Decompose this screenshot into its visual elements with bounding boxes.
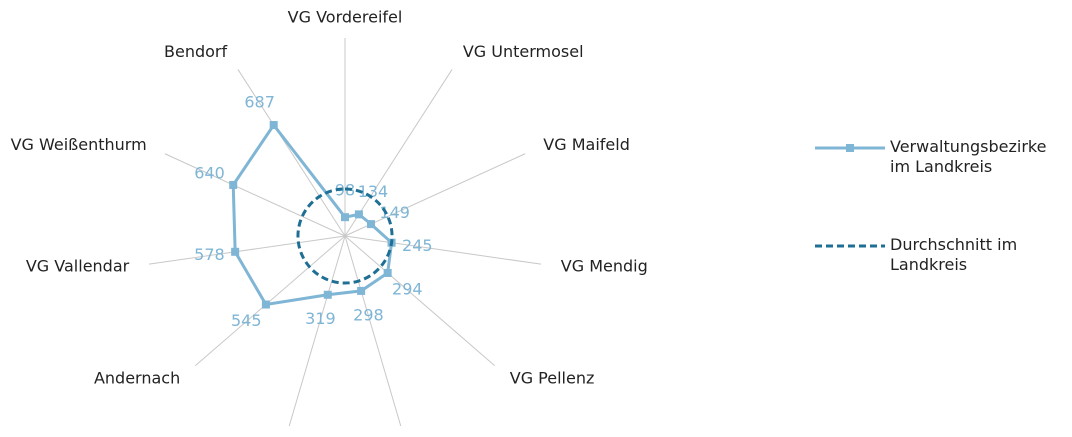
axis-line [344,235,495,367]
marker [229,180,238,189]
marker [261,300,270,309]
axis-label: Mayen [231,435,284,437]
axis-line [288,235,346,427]
axis-label: Andernach [94,368,180,387]
axis-label: VG Rhens [406,435,484,437]
axis-line [344,235,402,427]
axis-label: VG Vallendar [26,257,130,276]
axis-label: VG Weißenthurm [11,135,147,154]
value-label: 298 [353,305,384,324]
value-label: 687 [244,93,275,112]
value-label: 640 [194,164,225,183]
legend-label: Durchschnitt im Landkreis [890,235,1018,274]
legend-marker [846,144,854,152]
axis-label: Bendorf [164,42,227,61]
value-label: 578 [194,245,225,264]
axis-label: VG Pellenz [510,368,595,387]
marker [341,213,349,222]
marker [323,290,332,299]
axis-line [344,235,542,265]
value-label: 294 [392,279,423,298]
axis-line [237,69,346,237]
axis-label: VG Mendig [561,257,648,276]
value-label: 245 [402,236,433,255]
axis-label: VG Vordereifel [288,8,403,27]
series-line [296,187,394,285]
axis-line [164,153,346,237]
value-label: 319 [305,309,336,328]
value-label: 149 [379,203,410,222]
marker [383,268,392,277]
axis-line [148,235,346,265]
marker [269,121,278,130]
axis-label: VG Untermosel [463,42,584,61]
marker [231,247,240,256]
value-label: 134 [358,182,389,201]
axis-line [344,69,453,237]
value-label: 545 [231,311,262,330]
axis-label: VG Maifeld [543,135,630,154]
marker [367,220,376,229]
axis-line [195,235,346,367]
marker [357,286,366,295]
marker [354,210,363,219]
legend-label: Verwaltungsbezirke im Landkreis [890,137,1047,176]
